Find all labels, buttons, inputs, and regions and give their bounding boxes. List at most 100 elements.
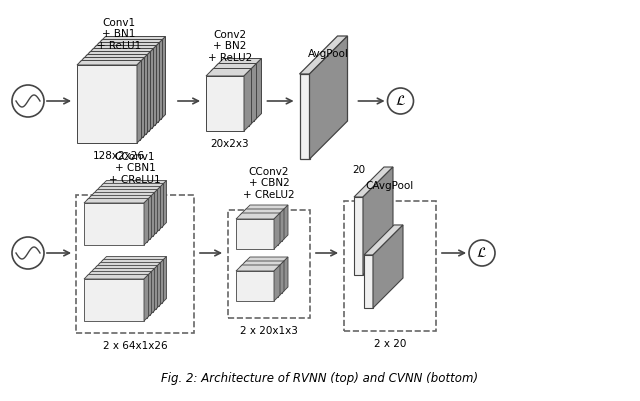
Text: AvgPool: AvgPool [308, 49, 349, 59]
Polygon shape [95, 47, 155, 125]
Polygon shape [240, 215, 278, 245]
Polygon shape [101, 41, 161, 119]
Polygon shape [147, 271, 152, 318]
Text: Fig. 2: Architecture of RVNN (top) and CVNN (bottom): Fig. 2: Architecture of RVNN (top) and C… [161, 372, 479, 385]
Polygon shape [102, 180, 166, 185]
Polygon shape [236, 265, 280, 271]
Polygon shape [144, 275, 148, 321]
Polygon shape [162, 180, 166, 227]
Text: 20: 20 [353, 165, 365, 175]
Polygon shape [159, 184, 163, 230]
Polygon shape [143, 55, 147, 137]
Polygon shape [99, 184, 163, 188]
Polygon shape [153, 265, 157, 312]
Polygon shape [300, 36, 348, 74]
Polygon shape [278, 209, 284, 245]
Text: Conv1
+ BN1
+ ReLU1: Conv1 + BN1 + ReLU1 [97, 18, 141, 51]
Polygon shape [274, 265, 280, 301]
Polygon shape [87, 271, 152, 276]
Polygon shape [98, 44, 158, 122]
Polygon shape [373, 225, 403, 308]
Polygon shape [90, 192, 154, 197]
Polygon shape [87, 196, 152, 200]
Polygon shape [282, 205, 288, 241]
Polygon shape [156, 186, 161, 233]
Polygon shape [364, 225, 403, 255]
Polygon shape [249, 63, 257, 126]
Polygon shape [140, 57, 145, 140]
Polygon shape [206, 69, 252, 76]
Polygon shape [153, 190, 157, 236]
Polygon shape [240, 209, 284, 215]
Polygon shape [354, 197, 363, 275]
Text: 2 x 20x1x3: 2 x 20x1x3 [240, 326, 298, 336]
Polygon shape [155, 43, 159, 125]
Polygon shape [216, 59, 262, 66]
Polygon shape [211, 71, 249, 126]
Polygon shape [149, 49, 154, 131]
Polygon shape [93, 270, 153, 312]
Text: 2 x 20: 2 x 20 [374, 339, 406, 349]
Polygon shape [150, 192, 154, 239]
Polygon shape [77, 61, 141, 65]
Polygon shape [102, 257, 166, 261]
Polygon shape [92, 50, 152, 128]
Polygon shape [161, 36, 166, 119]
Polygon shape [282, 257, 288, 293]
Polygon shape [364, 255, 373, 308]
Text: 128x2x26: 128x2x26 [93, 151, 145, 161]
Polygon shape [96, 191, 156, 233]
Polygon shape [254, 59, 262, 121]
Polygon shape [274, 213, 280, 249]
Polygon shape [84, 203, 144, 245]
Polygon shape [86, 51, 150, 56]
Polygon shape [162, 257, 166, 303]
Polygon shape [90, 197, 150, 239]
Polygon shape [93, 190, 157, 194]
Polygon shape [144, 198, 148, 245]
Polygon shape [146, 51, 150, 134]
Polygon shape [244, 205, 288, 211]
Polygon shape [236, 213, 280, 219]
Polygon shape [95, 43, 159, 47]
Polygon shape [93, 265, 157, 270]
Polygon shape [83, 55, 147, 59]
Polygon shape [99, 259, 163, 264]
Polygon shape [150, 269, 154, 315]
Polygon shape [99, 188, 159, 230]
Polygon shape [77, 65, 137, 143]
Polygon shape [244, 263, 282, 293]
Polygon shape [90, 273, 150, 315]
Polygon shape [300, 74, 310, 159]
Polygon shape [92, 45, 157, 50]
Polygon shape [80, 62, 140, 140]
Polygon shape [102, 261, 162, 303]
Text: CConv1
+ CBN1
+ CReLU1: CConv1 + CBN1 + CReLU1 [109, 152, 161, 185]
Polygon shape [310, 36, 348, 159]
Polygon shape [87, 200, 147, 242]
Text: CConv2
+ CBN2
+ CReLU2: CConv2 + CBN2 + CReLU2 [243, 167, 295, 200]
Polygon shape [158, 40, 163, 122]
Polygon shape [90, 269, 154, 273]
Polygon shape [86, 56, 146, 134]
Polygon shape [159, 259, 163, 306]
Polygon shape [87, 276, 147, 318]
Text: 2 x 64x1x26: 2 x 64x1x26 [102, 341, 167, 351]
Polygon shape [152, 45, 157, 128]
Text: $\mathcal{L}$: $\mathcal{L}$ [476, 246, 488, 260]
Polygon shape [240, 261, 284, 267]
Polygon shape [147, 196, 152, 242]
Polygon shape [89, 53, 149, 131]
Polygon shape [216, 66, 254, 121]
Polygon shape [354, 167, 393, 197]
Polygon shape [101, 36, 166, 41]
Polygon shape [96, 267, 156, 309]
Text: CAvgPool: CAvgPool [366, 181, 414, 191]
Text: $\mathcal{L}$: $\mathcal{L}$ [395, 94, 406, 108]
Polygon shape [96, 263, 161, 267]
Polygon shape [244, 257, 288, 263]
Polygon shape [102, 185, 162, 227]
Polygon shape [206, 76, 244, 131]
Polygon shape [244, 69, 252, 131]
Polygon shape [156, 263, 161, 309]
